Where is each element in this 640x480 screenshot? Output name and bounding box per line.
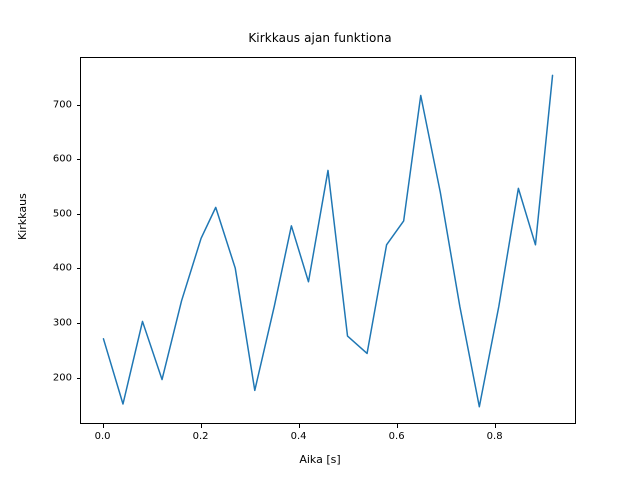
line-series-kirkkaus	[102, 74, 554, 408]
x-tick-label: 0.8	[486, 431, 503, 442]
chart-title: Kirkkaus ajan funktiona	[248, 31, 392, 45]
y-tick-mark	[76, 213, 80, 215]
plot-area	[80, 57, 576, 424]
x-tick-label: 0.4	[290, 431, 307, 442]
y-tick-label: 400	[52, 262, 72, 274]
x-tick-label: 0.2	[192, 431, 209, 442]
y-tick-label: 600	[52, 153, 72, 165]
x-tick-label: 0.0	[94, 431, 111, 442]
data-polyline	[102, 74, 554, 408]
y-tick-label: 300	[52, 317, 72, 329]
x-tick-mark	[396, 424, 398, 428]
x-tick-mark	[200, 424, 202, 428]
x-axis-label: Aika [s]	[299, 453, 341, 466]
y-tick-mark	[76, 159, 80, 161]
y-tick-mark	[76, 104, 80, 106]
y-tick-label: 500	[52, 208, 72, 220]
x-tick-mark	[298, 424, 300, 428]
y-tick-label: 700	[52, 99, 72, 110]
x-tick-mark	[102, 424, 104, 428]
y-tick-mark	[76, 322, 80, 324]
y-tick-mark	[76, 268, 80, 270]
x-tick-mark	[494, 424, 496, 428]
x-tick-label: 0.6	[388, 431, 405, 442]
y-axis-label: Kirkkaus	[16, 193, 29, 240]
y-tick-label: 200	[52, 372, 72, 384]
y-tick-mark	[76, 377, 80, 379]
